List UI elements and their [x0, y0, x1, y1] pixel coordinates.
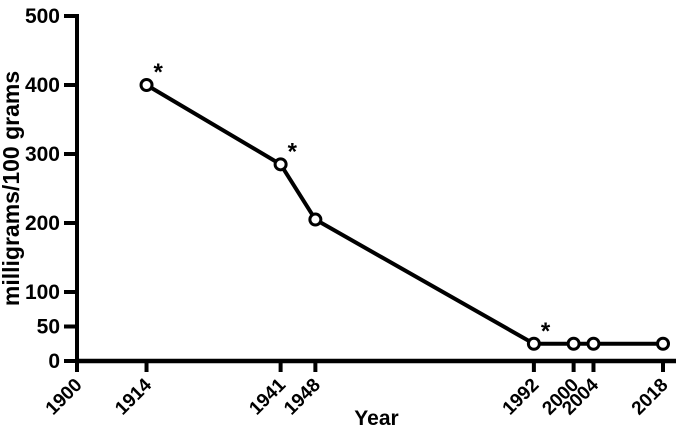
data-point-marker — [586, 336, 601, 351]
x-tick-label: 1900 — [42, 375, 87, 420]
y-tick-label: 400 — [25, 74, 60, 97]
data-point-marker — [139, 78, 154, 92]
y-tick-label: 300 — [25, 143, 60, 166]
x-tick-label: 1941 — [245, 374, 290, 419]
y-axis-title: milligrams/100 grams — [0, 71, 24, 306]
x-axis-title: Year — [354, 407, 398, 430]
y-tick-label: 50 — [37, 316, 60, 339]
data-point-marker — [526, 336, 541, 351]
x-tick-label: 1948 — [280, 375, 325, 420]
data-point-marker — [566, 336, 581, 351]
significance-asterisk: * — [154, 59, 164, 86]
data-line — [145, 83, 663, 346]
data-point-marker — [308, 212, 323, 227]
x-tick-label: 1992 — [499, 375, 544, 420]
y-tick-label: 200 — [25, 212, 60, 235]
data-point-marker — [656, 336, 670, 351]
significance-asterisk: * — [541, 318, 551, 345]
data-point-marker — [273, 157, 288, 172]
x-tick-label: 2018 — [628, 375, 673, 420]
y-tick-label: 100 — [25, 281, 60, 304]
y-tick-label: 0 — [48, 350, 60, 373]
x-tick-label: 1914 — [111, 374, 156, 419]
y-tick-label: 500 — [25, 5, 60, 28]
significance-asterisk: * — [288, 138, 298, 165]
